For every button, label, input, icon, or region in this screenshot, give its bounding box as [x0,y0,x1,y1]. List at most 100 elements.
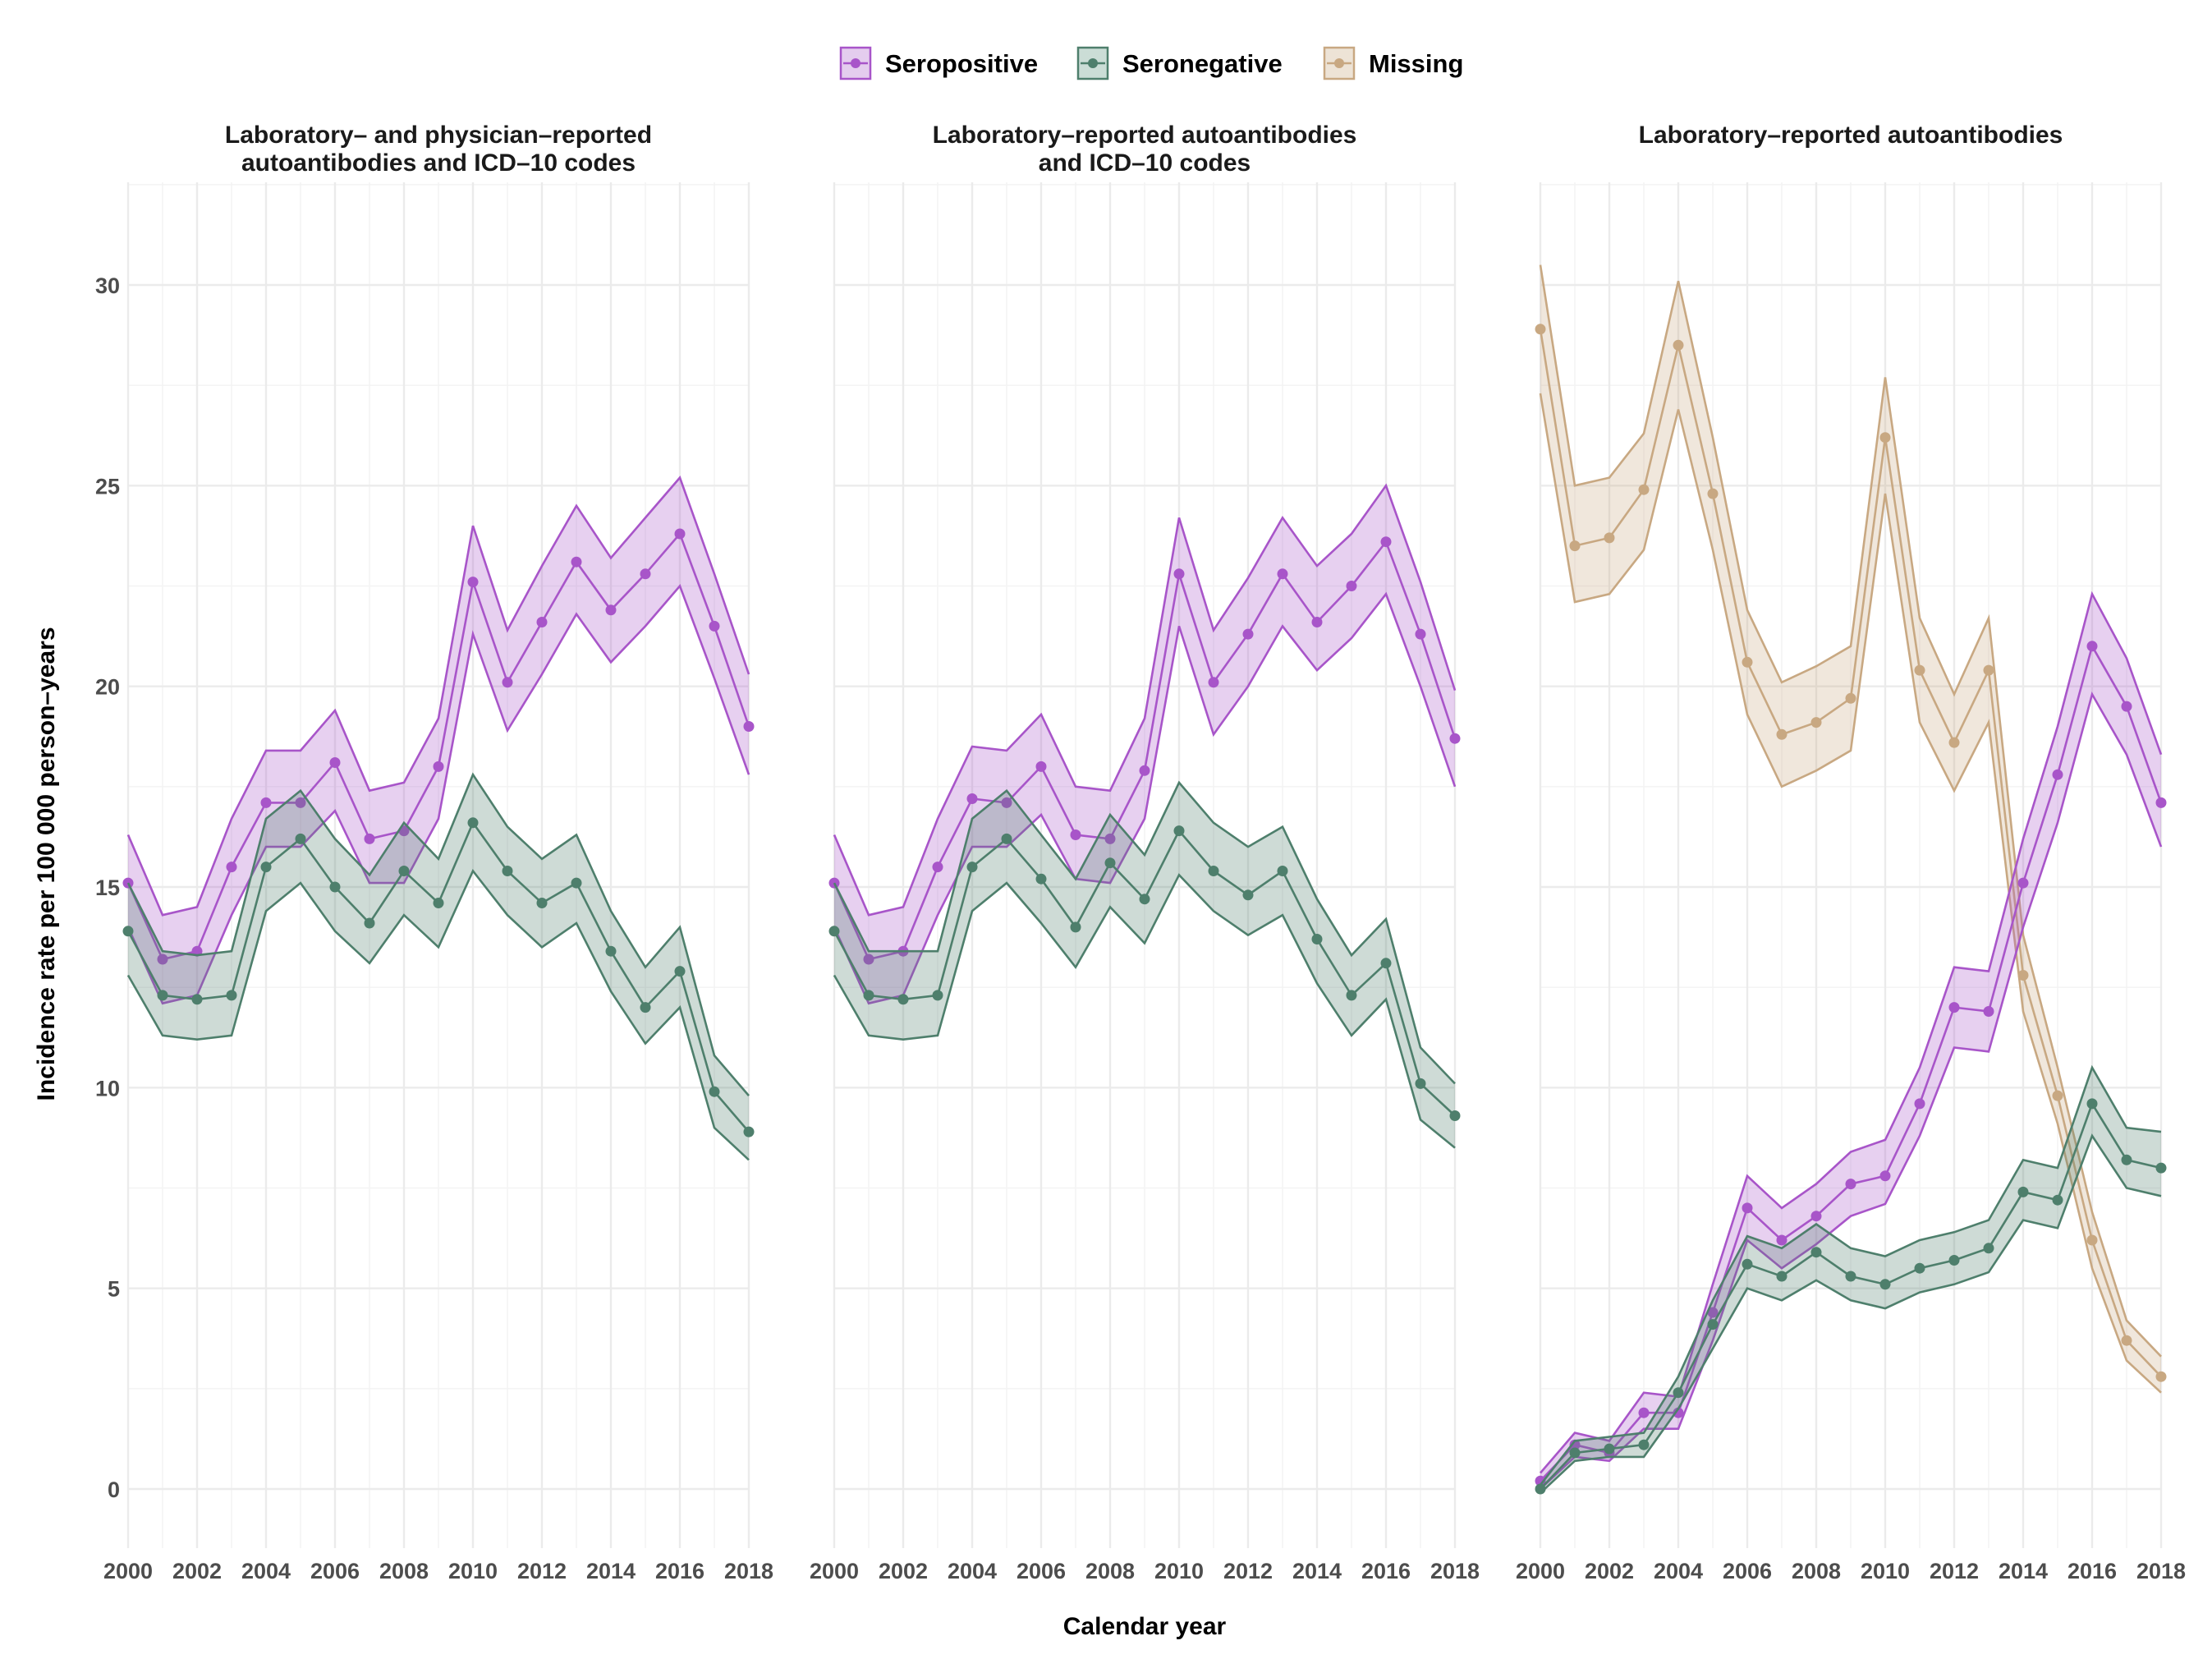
data-point [2017,1186,2029,1197]
data-point [2121,1154,2132,1165]
data-point [1104,833,1116,844]
data-point [1380,536,1392,548]
data-point [1208,866,1219,876]
legend: Seropositive Seronegative Missing [839,46,1463,80]
data-point [295,797,306,808]
data-point [1742,1202,1753,1214]
data-point [1845,692,1856,704]
data-point [295,833,306,844]
x-tick-label: 2018 [2136,1559,2186,1583]
data-point [1948,1255,1960,1266]
data-point [1983,1243,1994,1254]
x-tick-label: 2006 [310,1559,360,1583]
data-point [1879,432,1891,443]
panel-1: Laboratory– and physician–reportedautoan… [95,122,773,1583]
data-point [863,954,874,965]
ci-upper-line [126,772,750,1096]
data-point [1569,540,1581,552]
data-point [1380,958,1392,969]
x-tick-label: 2000 [810,1559,859,1583]
legend-label: Seronegative [1122,49,1283,78]
data-point [828,926,840,937]
ci-band [834,782,1455,1148]
data-point [467,817,479,829]
data-point [329,757,341,768]
data-point [2086,1098,2098,1110]
data-point [364,833,375,844]
data-point [1277,568,1288,580]
data-point [1035,761,1047,772]
x-tick-label: 2014 [1999,1559,2048,1583]
ci-band [1540,264,2161,1393]
panel-title: and ICD–10 codes [1039,149,1251,177]
ci-upper-line [833,780,1456,1085]
y-axis-title: Incidence rate per 100 000 person–years [33,627,60,1101]
data-point [2052,1090,2063,1101]
data-point [1535,324,1546,335]
data-point [260,862,272,873]
data-point [1173,825,1185,837]
ci-upper-line [1539,1064,2162,1486]
data-point [1776,1234,1787,1246]
data-point [1776,1271,1787,1282]
data-point [1673,1407,1684,1418]
x-tick-label: 2010 [1861,1559,1910,1583]
grid [1539,182,2163,1548]
data-point [1845,1179,1856,1190]
x-tick-label: 2012 [517,1559,567,1583]
legend-key-point [1334,58,1344,68]
data-point [2052,1194,2063,1206]
data-point [1914,664,1925,676]
data-point [1346,581,1357,591]
data-point [329,881,341,893]
data-point [1810,1211,1822,1222]
data-point [674,528,686,540]
x-tick-label: 2006 [1017,1559,1066,1583]
data-point [1242,628,1254,640]
y-tick-label: 25 [95,474,120,499]
data-point [1879,1170,1891,1182]
data-point [1535,1475,1546,1487]
data-point [1707,1319,1719,1330]
ci-band [128,774,749,1160]
data-point [1638,1407,1650,1418]
x-tick-label: 2014 [586,1559,636,1583]
series-seropositive [828,483,1461,1005]
data-point [932,862,943,873]
data-point [743,1126,755,1137]
data-point [1638,1439,1650,1450]
data-point [1139,894,1150,905]
data-point [1346,990,1357,1001]
x-tick-label: 2016 [2067,1559,2117,1583]
data-point [433,898,444,908]
data-point [1242,889,1254,901]
data-point [1810,1247,1822,1258]
data-point [605,604,617,616]
data-point [640,568,651,580]
legend-label: Seropositive [885,49,1038,78]
data-point [2017,877,2029,889]
data-point [571,877,582,889]
x-tick-label: 2000 [1516,1559,1565,1583]
panels: Laboratory– and physician–reportedautoan… [95,122,2186,1583]
data-point [1415,1078,1426,1089]
ci-upper-line [1540,591,2163,1474]
data-point [1948,1002,1960,1013]
data-point [226,990,237,1001]
data-point [1604,1443,1615,1454]
data-point [1983,1006,1994,1017]
x-tick-label: 2014 [1292,1559,1342,1583]
data-point [2155,797,2167,808]
grid [833,182,1457,1548]
x-tick-label: 2008 [1792,1559,1841,1583]
ci-lower-line [126,583,750,1005]
legend-key-point [851,58,860,68]
ci-band [834,485,1455,1004]
panel-3: Laboratory–reported autoantibodies 2000 20… [1516,122,2186,1583]
series-missing [1535,264,2167,1394]
legend-item-seronegative: Seronegative [1076,46,1283,80]
series-seronegative [122,772,755,1161]
data-point [467,577,479,588]
data-point [433,761,444,772]
